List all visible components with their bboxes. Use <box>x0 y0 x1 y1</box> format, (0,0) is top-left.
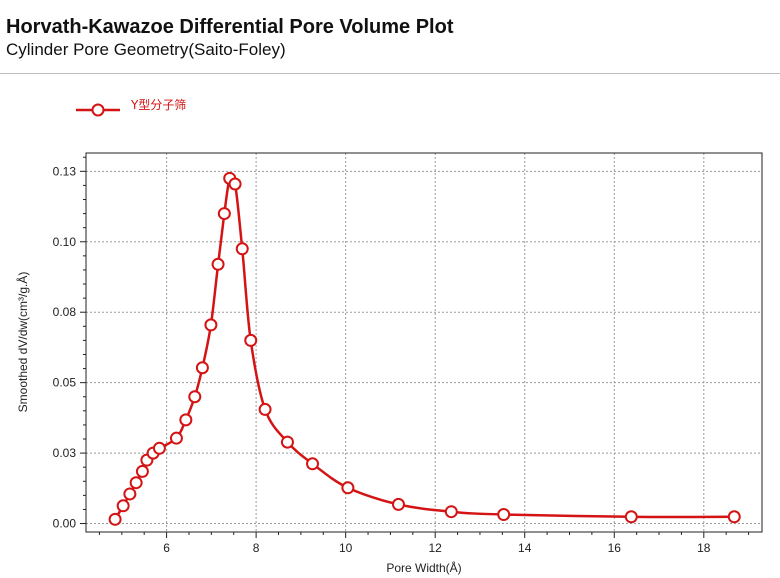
x-axis-label: Pore Width(Å) <box>386 560 461 575</box>
data-point <box>217 207 231 221</box>
x-tick-label: 8 <box>253 541 260 555</box>
data-point <box>235 242 249 256</box>
x-tick-label: 14 <box>518 541 532 555</box>
x-tick-label: 16 <box>608 541 622 555</box>
y-tick-label: 0.03 <box>53 446 77 460</box>
y-axis-label: Smoothed dV/dw(cm³/g.Å) <box>15 272 30 413</box>
data-point <box>280 435 294 449</box>
data-point <box>195 361 209 375</box>
x-axis: 6 8 10 12 14 16 18 <box>98 532 750 555</box>
data-point <box>188 390 202 404</box>
x-tick-label: 6 <box>163 541 170 555</box>
chart-subtitle: Cylinder Pore Geometry(Saito-Foley) <box>6 40 286 59</box>
data-point <box>129 476 143 490</box>
data-point <box>108 512 122 526</box>
data-point <box>727 510 741 524</box>
legend: Y型分子筛 <box>76 97 186 117</box>
y-tick-label: 0.00 <box>53 517 77 531</box>
plot-frame <box>85 152 763 533</box>
data-point <box>169 431 183 445</box>
series-line <box>114 173 735 520</box>
data-point <box>123 487 137 501</box>
header-divider <box>0 73 780 74</box>
data-point <box>497 508 511 522</box>
x-tick-label: 18 <box>697 541 711 555</box>
data-point <box>444 505 458 519</box>
grid-lines <box>86 153 762 532</box>
data-point <box>244 333 258 347</box>
data-point <box>258 402 272 416</box>
x-tick-label: 12 <box>429 541 443 555</box>
series-group <box>108 171 741 526</box>
data-point <box>135 464 149 478</box>
y-tick-label: 0.08 <box>53 305 77 319</box>
y-tick-label: 0.13 <box>53 164 77 178</box>
data-point <box>204 318 218 332</box>
data-point <box>152 441 166 455</box>
chart-title: Horvath-Kawazoe Differential Pore Volume… <box>6 16 454 38</box>
y-tick-label: 0.05 <box>53 376 77 390</box>
y-axis: 0.00 0.03 0.05 0.08 0.10 0.13 <box>53 156 86 531</box>
data-point <box>116 499 130 513</box>
legend-marker <box>91 103 105 117</box>
data-point <box>341 481 355 495</box>
data-point <box>391 497 405 511</box>
y-tick-label: 0.10 <box>53 235 77 249</box>
data-point <box>211 257 225 271</box>
data-point <box>179 413 193 427</box>
data-point <box>228 177 242 191</box>
data-point <box>306 457 320 471</box>
legend-label: Y型分子筛 <box>130 97 186 112</box>
data-point <box>624 510 638 524</box>
x-tick-label: 10 <box>339 541 353 555</box>
